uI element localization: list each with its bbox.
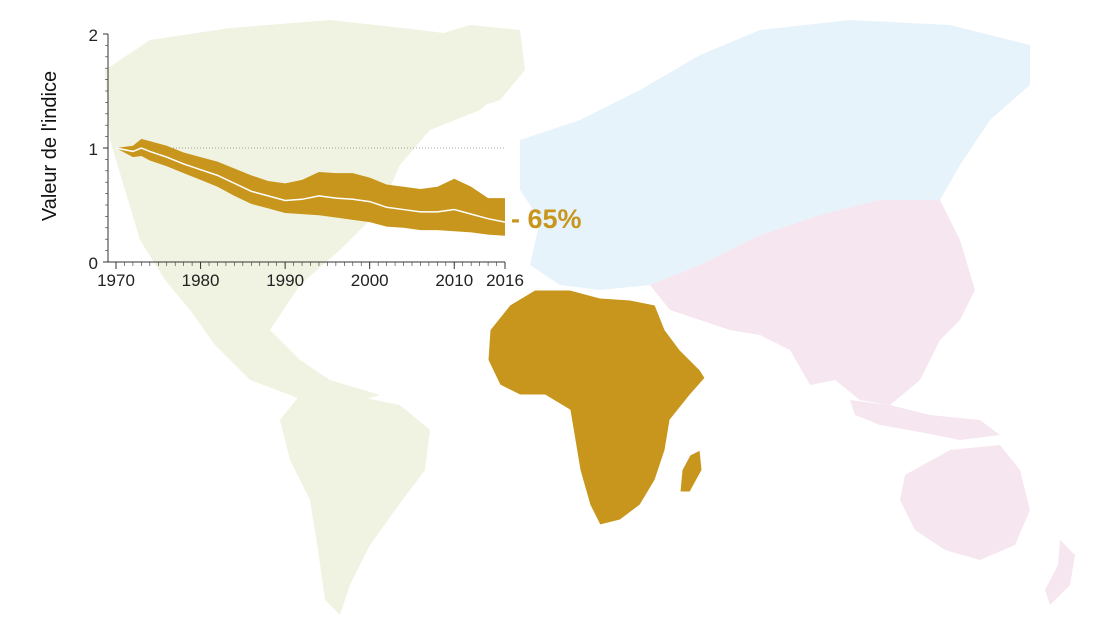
x-tick-label: 2016 bbox=[486, 271, 524, 290]
plot-area: 0 1 2 1970 1980 1990 2000 2010 2016 bbox=[89, 26, 524, 290]
y-tick-label: 0 bbox=[89, 254, 98, 273]
region-madagascar bbox=[679, 449, 703, 493]
index-line bbox=[115, 147, 506, 223]
x-tick-label: 2010 bbox=[435, 271, 473, 290]
x-tick-label: 1990 bbox=[266, 271, 304, 290]
region-europe-north-asia bbox=[520, 20, 1030, 290]
x-tick-label: 1970 bbox=[97, 271, 135, 290]
region-asia-pacific bbox=[650, 200, 975, 405]
region-indonesia bbox=[850, 400, 1000, 440]
y-tick-label: 2 bbox=[89, 26, 98, 45]
region-australia bbox=[900, 445, 1030, 560]
change-annotation: - 65% bbox=[511, 204, 582, 234]
region-new-zealand bbox=[1045, 540, 1075, 605]
y-axis-label: Valeur de l'indice bbox=[39, 71, 61, 221]
region-north-america bbox=[105, 20, 520, 410]
region-greenland bbox=[420, 25, 525, 110]
confidence-band bbox=[116, 138, 505, 236]
region-africa bbox=[487, 289, 706, 526]
y-tick-label: 1 bbox=[89, 140, 98, 159]
region-south-america bbox=[280, 395, 430, 615]
x-tick-label: 2000 bbox=[351, 271, 389, 290]
x-tick-label: 1980 bbox=[182, 271, 220, 290]
